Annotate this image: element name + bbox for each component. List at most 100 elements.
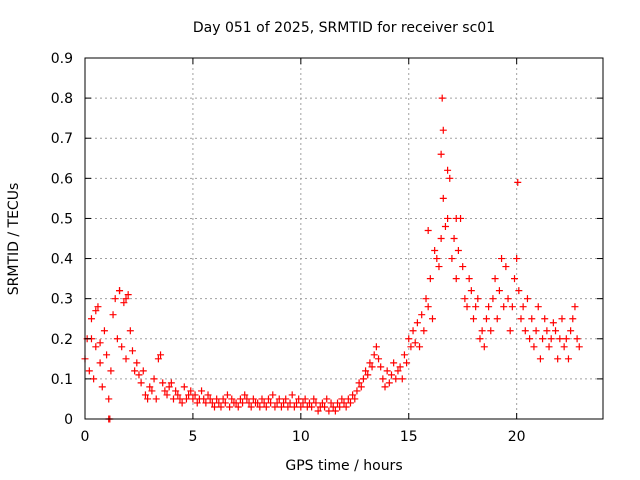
data-point [310,395,318,403]
data-point [174,391,182,399]
data-point [223,391,231,399]
data-point [243,395,251,403]
data-point [336,403,344,411]
data-point [135,371,143,379]
data-point [189,395,197,403]
data-point [461,295,469,303]
data-point [539,335,547,343]
data-point [441,222,449,230]
data-point [167,379,175,387]
data-point [448,255,456,263]
data-point [282,395,290,403]
y-tick-label: 0.8 [51,91,73,107]
data-point [379,375,387,383]
data-point [409,327,417,335]
plot-frame [84,57,604,420]
data-point [452,214,460,222]
data-point [366,359,374,367]
y-tick-label: 0 [64,412,73,428]
data-point [314,407,322,415]
y-tick-label: 0.3 [51,292,73,308]
axis-ticks: 0 5 10 15 20 0 0.1 0.2 0.3 0.4 0.5 0.6 0.7 0.8 0.9 [51,51,603,445]
data-point [478,327,486,335]
data-point [98,383,106,391]
data-point [120,299,128,307]
data-point [198,387,206,395]
data-point [193,399,201,407]
data-point [85,367,93,375]
data-point [126,327,134,335]
data-point [489,295,497,303]
data-point [400,351,408,359]
data-point [331,407,339,415]
data-point [562,335,570,343]
data-point [275,395,283,403]
data-point [241,391,249,399]
data-point [353,387,361,395]
data-point [390,359,398,367]
data-point [394,367,402,375]
x-axis-label: GPS time / hours [285,458,402,474]
data-point [96,339,104,347]
data-point [355,379,363,387]
data-point [403,359,411,367]
data-point [191,391,199,399]
data-point [392,375,400,383]
data-point [103,351,111,359]
x-tick-label: 0 [81,429,90,445]
data-point [161,387,169,395]
data-point [100,327,108,335]
data-point [435,263,443,271]
data-point [372,343,380,351]
grid-lines [85,58,603,419]
data-point [487,327,495,335]
data-point [558,315,566,323]
data-point [359,375,367,383]
data-point [523,295,531,303]
data-point [472,303,480,311]
data-point [439,126,447,134]
data-point [208,399,216,407]
data-point [124,291,132,299]
data-point [575,343,583,351]
data-point [329,403,337,411]
data-point [500,303,508,311]
data-point [573,335,581,343]
data-point [381,383,389,391]
data-point [416,343,424,351]
data-point [118,343,126,351]
data-point [498,255,506,263]
data-point [444,214,452,222]
data-point [396,363,404,371]
data-point [426,275,434,283]
data-point [385,379,393,387]
data-point [552,327,560,335]
data-point [433,255,441,263]
data-point [288,391,296,399]
data-point [245,399,253,407]
data-point [111,295,119,303]
data-point [236,395,244,403]
data-point [137,379,145,387]
data-point [211,403,218,411]
data-point [141,391,149,399]
data-point [116,287,124,295]
data-point [476,335,484,343]
data-point [437,150,445,158]
data-point [297,403,305,411]
data-point [491,275,499,283]
data-point [293,399,301,407]
data-points [81,94,583,423]
data-point [182,395,190,403]
data-point [152,395,160,403]
data-point [480,343,488,351]
data-point [327,399,335,407]
data-point [299,399,307,407]
data-point [438,94,446,102]
data-point [340,399,348,407]
data-point [346,399,354,407]
data-point [342,403,350,411]
data-point [163,391,171,399]
data-point [256,403,264,411]
data-point [407,343,415,351]
